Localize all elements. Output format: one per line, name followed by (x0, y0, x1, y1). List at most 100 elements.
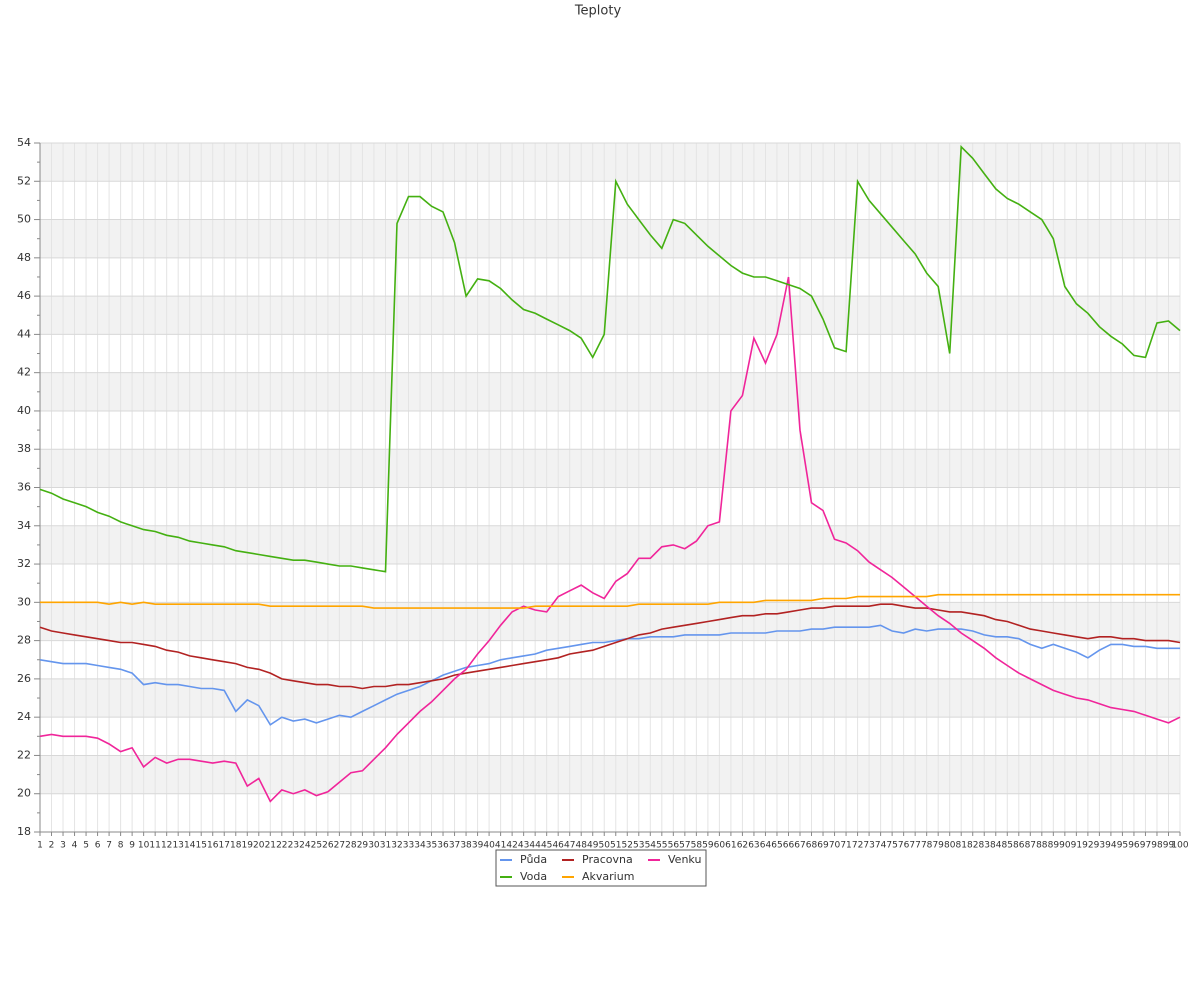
legend-box (495, 849, 707, 887)
x-tick-label: 81 (955, 841, 966, 851)
x-tick-label: 72 (852, 841, 863, 851)
y-tick-label: 44 (17, 327, 31, 340)
x-tick-label: 29 (357, 841, 369, 851)
x-tick-label: 78 (921, 841, 933, 851)
x-tick-label: 84 (990, 841, 1002, 851)
x-tick-label: 4 (72, 841, 78, 851)
x-tick-label: 38 (460, 841, 472, 851)
x-tick-label: 36 (437, 841, 449, 851)
y-tick-label: 40 (17, 404, 31, 417)
x-tick-label: 66 (783, 841, 795, 851)
grid-band (40, 678, 1180, 718)
y-tick-label: 20 (17, 787, 31, 800)
series-line (39, 624, 1180, 726)
x-tick-label: 58 (691, 841, 703, 851)
x-tick-label: 60 (714, 841, 726, 851)
x-tick-label: 7 (106, 841, 112, 851)
x-tick-label: 6 (95, 841, 101, 851)
legend-label: Venku (668, 853, 701, 866)
x-tick-label: 71 (840, 841, 851, 851)
grid-band (40, 755, 1180, 794)
x-tick-label: 54 (645, 841, 657, 851)
x-tick-label: 94 (1105, 841, 1117, 851)
legend-label: Půda (520, 853, 547, 866)
x-tick-label: 75 (886, 841, 897, 851)
x-tick-label: 93 (1094, 841, 1105, 851)
x-tick-label: 65 (771, 841, 782, 851)
y-tick-label: 46 (17, 289, 31, 302)
x-tick-label: 64 (760, 841, 772, 851)
x-tick-label: 2 (49, 841, 55, 851)
x-tick-label: 8 (118, 841, 124, 851)
x-tick-label: 77 (909, 841, 920, 851)
grid-band (40, 525, 1180, 565)
x-tick-label: 95 (1117, 841, 1128, 851)
legend-label: Akvarium (582, 870, 634, 883)
y-tick-label: 50 (17, 213, 31, 226)
x-tick-label: 69 (817, 841, 829, 851)
x-tick-label: 33 (403, 841, 414, 851)
y-tick-label: 18 (17, 825, 31, 838)
grid-band (40, 372, 1180, 411)
x-tick-label: 86 (1013, 841, 1025, 851)
x-tick-label: 92 (1082, 841, 1093, 851)
x-tick-label: 27 (334, 841, 345, 851)
x-tick-label: 30 (368, 841, 380, 851)
y-tick-label: 24 (17, 710, 31, 723)
x-tick-label: 61 (725, 841, 736, 851)
x-tick-label: 25 (311, 841, 322, 851)
x-tick-label: 41 (495, 841, 506, 851)
x-tick-label: 48 (575, 841, 587, 851)
y-tick-label: 22 (17, 748, 31, 761)
x-tick-label: 12 (161, 841, 172, 851)
x-tick-label: 63 (748, 841, 759, 851)
x-tick-label: 15 (195, 841, 206, 851)
x-tick-label: 45 (541, 841, 552, 851)
x-tick-label: 18 (230, 841, 242, 851)
x-tick-label: 20 (253, 841, 265, 851)
x-tick-label: 90 (1059, 841, 1071, 851)
x-tick-label: 19 (242, 841, 254, 851)
x-tick-label: 56 (668, 841, 680, 851)
x-tick-label: 16 (207, 841, 219, 851)
x-tick-label: 53 (633, 841, 644, 851)
y-tick-label: 32 (17, 557, 31, 570)
x-tick-label: 39 (472, 841, 484, 851)
grid-band (40, 602, 1180, 641)
x-tick-label: 57 (679, 841, 690, 851)
x-tick-label: 51 (610, 841, 621, 851)
x-tick-label: 1 (37, 841, 43, 851)
x-tick-label: 79 (932, 841, 944, 851)
x-tick-label: 43 (518, 841, 529, 851)
series-line (40, 593, 1180, 609)
x-tick-label: 35 (426, 841, 437, 851)
x-tick-label: 49 (587, 841, 599, 851)
x-tick-label: 85 (1002, 841, 1013, 851)
y-tick-label: 38 (17, 442, 31, 455)
chart-title: Teploty (574, 4, 622, 19)
x-tick-label: 5 (83, 841, 89, 851)
y-tick-label: 54 (17, 136, 31, 149)
x-tick-label: 91 (1071, 841, 1082, 851)
x-tick-label: 74 (875, 841, 887, 851)
grid-band (40, 449, 1180, 488)
x-tick-label: 46 (552, 841, 564, 851)
x-tick-label: 73 (863, 841, 874, 851)
x-tick-label: 83 (979, 841, 990, 851)
x-tick-label: 31 (380, 841, 391, 851)
legend-label: Pracovna (582, 853, 633, 866)
x-tick-label: 82 (967, 841, 978, 851)
grid-band (40, 143, 1180, 182)
x-tick-label: 21 (265, 841, 276, 851)
x-tick-label: 3 (60, 841, 66, 851)
x-tick-label: 100 (1171, 841, 1188, 851)
x-tick-label: 17 (219, 841, 230, 851)
x-tick-label: 97 (1140, 841, 1151, 851)
x-tick-label: 52 (622, 841, 633, 851)
x-tick-label: 34 (414, 841, 426, 851)
x-tick-label: 62 (737, 841, 748, 851)
x-tick-label: 50 (599, 841, 611, 851)
x-tick-label: 68 (806, 841, 818, 851)
x-tick-label: 22 (276, 841, 287, 851)
